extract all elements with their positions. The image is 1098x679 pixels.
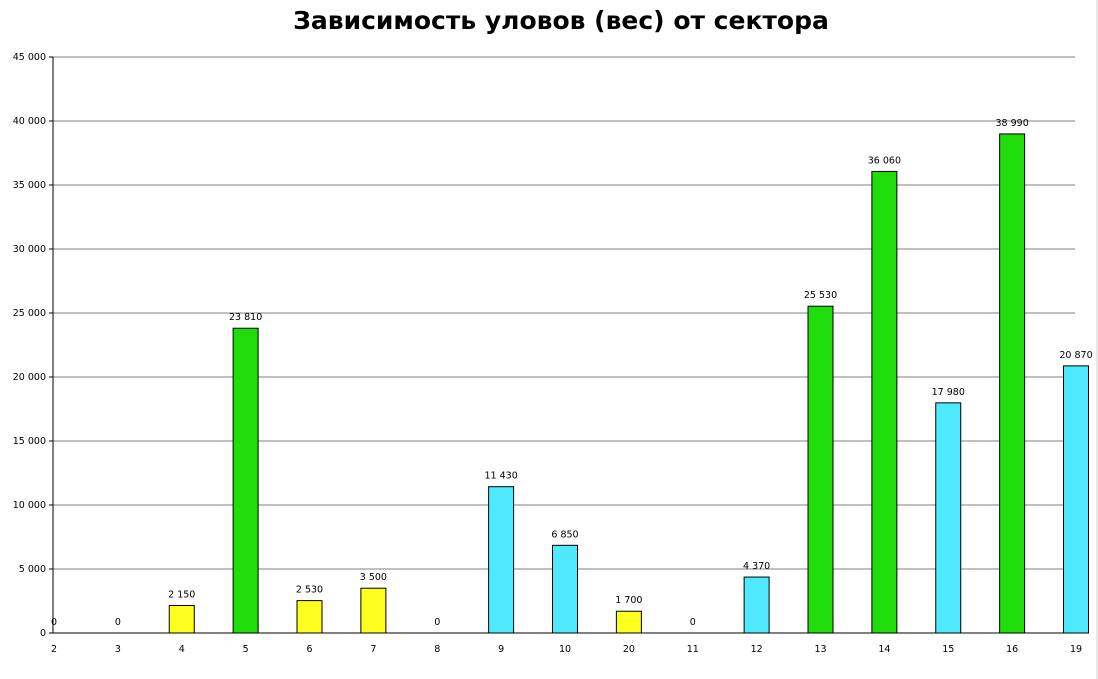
- data-label: 0: [690, 617, 696, 628]
- x-tick-label: 4: [179, 644, 185, 655]
- x-tick-label: 2: [51, 644, 57, 655]
- x-tick-label: 13: [814, 644, 826, 655]
- x-tick-label: 19: [1070, 644, 1082, 655]
- bar: [615, 610, 642, 634]
- x-tick-label: 9: [498, 644, 504, 655]
- bar: [935, 402, 962, 634]
- y-tick-label: 0: [40, 628, 46, 639]
- bar: [807, 305, 834, 634]
- x-tick-label: 7: [370, 644, 376, 655]
- data-label: 38 990: [996, 118, 1029, 129]
- x-tick-label: 14: [878, 644, 890, 655]
- x-tick-label: 16: [1006, 644, 1018, 655]
- data-label: 0: [51, 617, 57, 628]
- y-tick-label: 30 000: [13, 244, 46, 255]
- bar: [999, 133, 1026, 634]
- bar: [743, 576, 770, 634]
- y-tick-label: 5 000: [19, 564, 46, 575]
- data-label: 17 980: [932, 387, 965, 398]
- chart-title: Зависимость уловов (вес) от сектора: [293, 6, 829, 35]
- bar: [1063, 365, 1089, 634]
- data-label: 11 430: [485, 471, 518, 482]
- bar: [232, 327, 259, 634]
- y-tick-label: 35 000: [13, 180, 46, 191]
- x-tick-label: 20: [623, 644, 635, 655]
- bar: [168, 604, 195, 634]
- x-tick-label: 11: [687, 644, 699, 655]
- bar: [871, 170, 898, 634]
- y-tick-label: 25 000: [13, 308, 46, 319]
- y-tick-label: 20 000: [13, 372, 46, 383]
- data-label: 36 060: [868, 155, 901, 166]
- y-tick-label: 45 000: [13, 52, 46, 63]
- x-tick-label: 10: [559, 644, 571, 655]
- x-tick-label: 8: [434, 644, 440, 655]
- data-label: 23 810: [229, 312, 262, 323]
- data-label: 1 700: [615, 595, 642, 606]
- y-tick-label: 15 000: [13, 436, 46, 447]
- bar: [360, 587, 387, 634]
- data-label: 2 150: [168, 589, 195, 600]
- bar: [552, 544, 578, 634]
- data-label: 0: [115, 617, 121, 628]
- data-label: 0: [434, 617, 440, 628]
- x-tick-label: 3: [115, 644, 121, 655]
- x-tick-label: 12: [751, 644, 763, 655]
- data-label: 6 850: [551, 529, 578, 540]
- data-label: 20 870: [1059, 350, 1092, 361]
- y-tick-label: 10 000: [13, 500, 46, 511]
- data-label: 3 500: [360, 572, 387, 583]
- data-label: 4 370: [743, 561, 770, 572]
- data-label: 25 530: [804, 290, 837, 301]
- data-label: 2 530: [296, 585, 323, 596]
- x-tick-label: 6: [306, 644, 312, 655]
- y-tick-label: 40 000: [13, 116, 46, 127]
- bar: [296, 600, 323, 634]
- bar: [488, 486, 515, 634]
- x-tick-label: 5: [243, 644, 249, 655]
- x-tick-label: 15: [942, 644, 954, 655]
